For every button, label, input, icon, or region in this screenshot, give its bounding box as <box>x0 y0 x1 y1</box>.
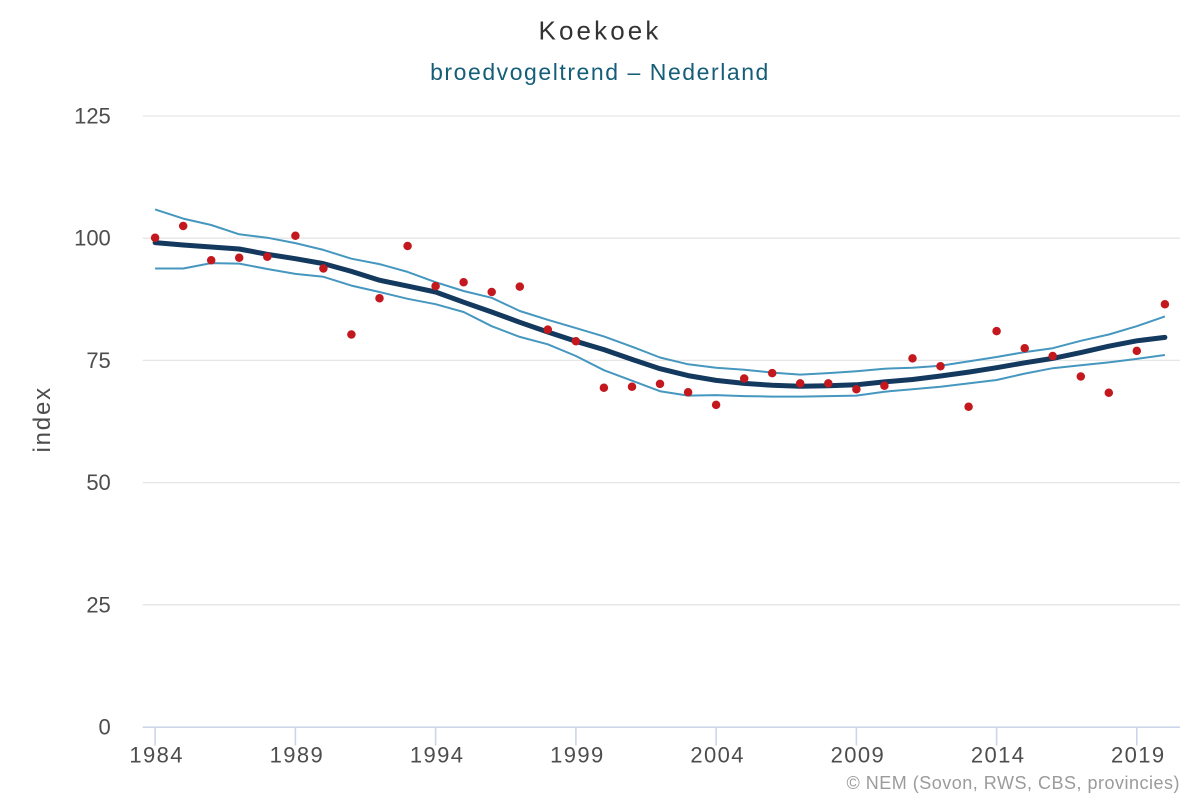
svg-text:25: 25 <box>86 592 110 617</box>
svg-text:100: 100 <box>74 226 111 251</box>
svg-text:2009: 2009 <box>831 743 886 768</box>
svg-text:2014: 2014 <box>971 743 1026 768</box>
svg-text:0: 0 <box>99 715 111 740</box>
svg-text:1999: 1999 <box>550 743 605 768</box>
svg-text:1989: 1989 <box>270 743 325 768</box>
svg-text:2004: 2004 <box>690 743 745 768</box>
svg-text:1994: 1994 <box>410 743 465 768</box>
svg-text:50: 50 <box>86 470 110 495</box>
svg-text:Koekoek: Koekoek <box>539 15 662 45</box>
svg-text:1984: 1984 <box>129 743 184 768</box>
svg-text:broedvogeltrend – Nederland: broedvogeltrend – Nederland <box>430 59 770 85</box>
svg-text:75: 75 <box>86 348 110 373</box>
svg-text:125: 125 <box>74 104 111 129</box>
svg-text:© NEM (Sovon, RWS, CBS, provin: © NEM (Sovon, RWS, CBS, provincies) <box>846 773 1180 793</box>
svg-text:index: index <box>29 386 56 452</box>
svg-text:2019: 2019 <box>1111 743 1166 768</box>
